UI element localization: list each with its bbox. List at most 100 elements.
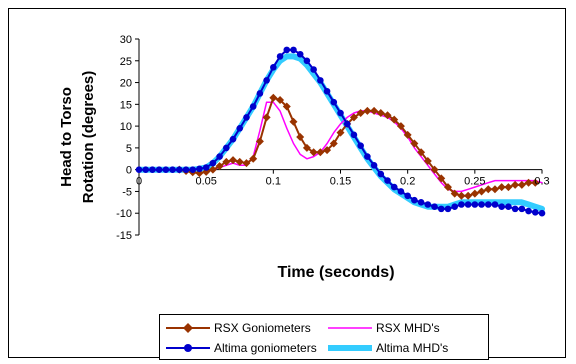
- legend-label: RSX MHD's: [376, 321, 440, 335]
- y-tick-label: 15: [120, 99, 132, 111]
- data-point: [364, 153, 371, 160]
- data-point: [289, 117, 298, 126]
- data-point: [518, 205, 526, 213]
- data-point: [296, 50, 304, 58]
- series-layer: [135, 46, 546, 217]
- data-point: [236, 124, 244, 132]
- data-point: [464, 201, 472, 208]
- y-tick-label: -15: [116, 230, 132, 242]
- data-point: [249, 103, 257, 110]
- data-point: [330, 98, 338, 106]
- data-point: [458, 201, 465, 208]
- y-tick-label: 5: [126, 143, 132, 155]
- legend-label: RSX Goniometers: [214, 321, 311, 335]
- data-point: [437, 174, 446, 183]
- data-point: [450, 189, 459, 198]
- data-point: [423, 156, 432, 165]
- x-tick-label: 0: [136, 176, 142, 188]
- data-point: [451, 203, 458, 210]
- legend: RSX Goniometers RSX MHD's Altima goniome…: [159, 314, 489, 360]
- data-point: [484, 185, 493, 194]
- legend-item-altima-goniometers: Altima goniometers: [166, 339, 317, 357]
- x-tick-label: 0.15: [330, 176, 351, 188]
- data-point: [498, 203, 506, 210]
- data-point: [478, 201, 485, 208]
- data-point: [484, 201, 492, 208]
- legend-swatch-rsx-goniometers: [166, 323, 210, 333]
- data-point: [491, 201, 499, 208]
- x-tick-label: 0.2: [400, 176, 415, 188]
- data-point: [411, 196, 418, 204]
- data-point: [270, 64, 277, 71]
- data-point: [336, 128, 345, 137]
- y-tick-label: 30: [120, 34, 132, 46]
- data-point: [417, 148, 426, 157]
- legend-swatch-altima-mhds: [328, 345, 372, 351]
- data-point: [276, 53, 284, 60]
- data-point: [323, 87, 331, 95]
- data-point: [538, 209, 546, 217]
- data-point: [215, 162, 224, 171]
- data-point: [310, 66, 317, 73]
- data-point: [524, 178, 533, 187]
- data-point: [329, 139, 338, 148]
- legend-swatch-rsx-mhds: [328, 327, 372, 329]
- data-point: [505, 203, 512, 210]
- data-point: [223, 144, 230, 152]
- y-tick-label: 20: [120, 78, 132, 90]
- data-point: [377, 170, 385, 178]
- data-point: [276, 95, 285, 104]
- data-point: [517, 180, 526, 189]
- data-point: [431, 203, 438, 210]
- x-tick-label: 0.25: [464, 176, 485, 188]
- y-tick-label: -5: [122, 186, 132, 198]
- data-point: [384, 177, 391, 184]
- data-point: [263, 77, 270, 84]
- data-point: [443, 183, 452, 192]
- data-point: [350, 131, 358, 139]
- legend-label: Altima MHD's: [376, 341, 449, 355]
- y-axis-title-line-2: Rotation (degrees): [80, 71, 97, 204]
- data-point: [235, 157, 244, 166]
- data-point: [317, 77, 324, 84]
- data-point: [464, 191, 473, 200]
- legend-item-rsx-goniometers: RSX Goniometers: [166, 319, 311, 337]
- data-point: [269, 93, 278, 102]
- x-tick-label: 0.3: [534, 176, 549, 188]
- data-point: [424, 201, 432, 208]
- data-point: [471, 201, 479, 208]
- data-point: [396, 122, 405, 131]
- data-point: [242, 159, 251, 168]
- data-point: [457, 191, 466, 200]
- data-point: [497, 183, 506, 192]
- data-point: [376, 109, 385, 118]
- data-point: [202, 164, 210, 171]
- data-point: [403, 130, 412, 139]
- data-point: [511, 205, 519, 213]
- line-chart: Head to Torso Rotation (degrees) -15 -10 -5…: [58, 34, 550, 281]
- data-point: [222, 157, 231, 166]
- legend-item-altima-mhds: Altima MHD's: [328, 339, 448, 357]
- data-point: [135, 166, 143, 173]
- data-point: [504, 183, 513, 192]
- data-point: [477, 187, 486, 196]
- y-tick-label: -10: [116, 208, 132, 220]
- data-point: [383, 111, 392, 120]
- data-point: [243, 114, 250, 121]
- legend-item-rsx-mhds: RSX MHD's: [328, 319, 440, 337]
- data-point: [437, 205, 445, 213]
- data-point: [309, 148, 318, 157]
- data-point: [323, 146, 332, 155]
- data-point: [430, 165, 439, 174]
- data-point: [189, 166, 197, 173]
- data-point: [357, 142, 364, 150]
- y-axis-title-group: Head to Torso Rotation (degrees): [58, 71, 97, 204]
- data-point: [356, 109, 365, 118]
- data-point: [337, 109, 344, 117]
- data-point: [282, 102, 291, 111]
- data-point: [229, 156, 238, 165]
- data-point: [444, 205, 452, 213]
- data-point: [525, 207, 532, 215]
- data-point: [303, 57, 311, 65]
- series-altima-goniometers: [135, 46, 546, 217]
